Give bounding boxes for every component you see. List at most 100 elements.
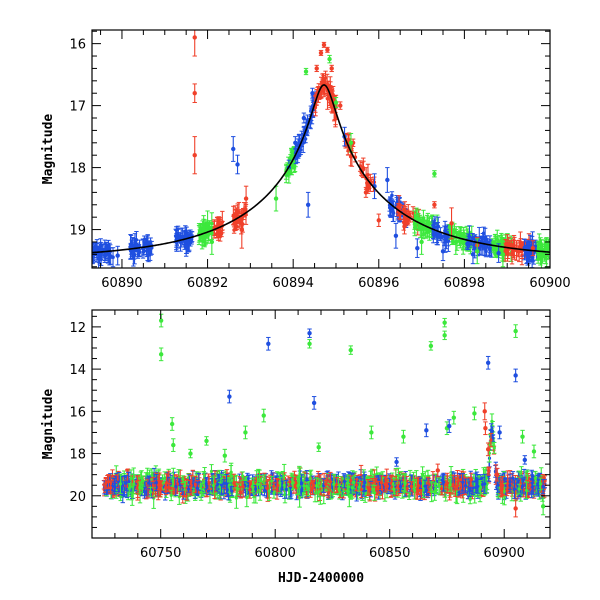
top-series-1-point bbox=[338, 103, 343, 108]
top-cluster-10-point bbox=[391, 211, 396, 216]
top-cluster-7-point bbox=[294, 156, 298, 161]
bottom-band-point bbox=[209, 469, 214, 474]
top-cluster-10-point bbox=[390, 193, 394, 198]
top-panel-frame bbox=[91, 29, 551, 269]
top-cluster-1-point bbox=[131, 254, 136, 259]
top-cluster-19-point bbox=[546, 245, 550, 250]
top-series-0-point bbox=[115, 253, 120, 258]
top-cluster-3-point bbox=[201, 227, 206, 232]
top-cluster-11-point bbox=[411, 211, 415, 216]
top-panel-ticks: 60890 60892 60894 60896 60898 60900 16 17 18 19 bbox=[69, 30, 571, 291]
top-cluster-9-point bbox=[366, 173, 370, 177]
top-series-2-point bbox=[432, 171, 437, 176]
top-panel-points bbox=[92, 30, 550, 268]
top-cluster-14-point bbox=[458, 238, 462, 243]
top-x-tick-label: 60896 bbox=[358, 276, 399, 291]
top-cluster-10-point bbox=[389, 206, 393, 210]
top-series-1-point bbox=[192, 91, 197, 96]
top-cluster-0-point bbox=[98, 242, 103, 247]
top-x-tick-label: 60890 bbox=[101, 276, 142, 291]
top-cluster-8-point bbox=[322, 87, 326, 91]
top-series-0-point bbox=[305, 202, 311, 207]
top-cluster-16-point bbox=[491, 240, 495, 245]
top-series-2-point bbox=[303, 69, 309, 74]
bottom-panel-points bbox=[101, 313, 548, 518]
top-cluster-7-point bbox=[298, 148, 303, 152]
top-cluster-12-point bbox=[412, 225, 417, 230]
top-cluster-11-point bbox=[401, 208, 406, 212]
top-series-1-point bbox=[243, 196, 249, 201]
top-x-tick-label: 60900 bbox=[529, 276, 570, 291]
top-panel-ylabel: Magnitude bbox=[41, 114, 56, 185]
top-cluster-5-point bbox=[233, 212, 237, 216]
top-cluster-13-point bbox=[437, 234, 442, 239]
top-cluster-8-point bbox=[320, 81, 325, 85]
top-series-0-point bbox=[310, 91, 315, 96]
top-series-2-point bbox=[327, 56, 332, 62]
top-series-2-point bbox=[286, 171, 292, 176]
top-cluster-3-point bbox=[210, 221, 214, 226]
top-series-1-point bbox=[432, 202, 437, 207]
top-cluster-9-point bbox=[361, 167, 366, 172]
top-series-2-point bbox=[539, 253, 544, 258]
top-series-1-point bbox=[321, 42, 327, 48]
top-cluster-2-point bbox=[180, 234, 185, 239]
top-series-2-point bbox=[209, 239, 215, 245]
top-cluster-0-point bbox=[98, 247, 103, 252]
top-series-0-point bbox=[183, 244, 189, 250]
top-panel-model bbox=[91, 84, 551, 254]
top-series-2-point bbox=[348, 140, 354, 146]
top-cluster-7-point bbox=[303, 137, 308, 141]
top-y-tick-label: 18 bbox=[69, 162, 86, 177]
top-cluster-16-point bbox=[495, 237, 500, 242]
top-series-0-point bbox=[385, 177, 390, 183]
top-series-1-point bbox=[402, 224, 407, 229]
top-series-1-point bbox=[325, 47, 330, 53]
top-cluster-14-point bbox=[447, 225, 452, 230]
top-x-tick-label: 60898 bbox=[444, 276, 485, 291]
top-series-1-point bbox=[449, 221, 454, 226]
top-cluster-2-point bbox=[174, 235, 179, 240]
top-series-2-point bbox=[453, 239, 459, 245]
top-series-1-point bbox=[318, 50, 324, 56]
top-x-tick-label: 60894 bbox=[272, 276, 313, 291]
top-series-0-point bbox=[293, 140, 298, 146]
top-series-0-point bbox=[235, 162, 240, 167]
top-cluster-2-point bbox=[178, 240, 183, 245]
top-series-2-point bbox=[205, 221, 210, 226]
top-cluster-8-point bbox=[323, 76, 328, 80]
top-cluster-18-point bbox=[522, 245, 527, 250]
top-series-1-point bbox=[192, 35, 197, 40]
top-x-tick-label: 60892 bbox=[187, 276, 228, 291]
top-cluster-1-point bbox=[141, 250, 146, 254]
top-series-0-point bbox=[393, 233, 399, 238]
top-cluster-0-point bbox=[92, 255, 95, 259]
top-series-1-point bbox=[530, 245, 536, 251]
top-cluster-12-point bbox=[413, 215, 418, 219]
top-series-1-point bbox=[192, 152, 197, 158]
top-cluster-15-point bbox=[484, 245, 489, 249]
top-y-tick-label: 17 bbox=[69, 100, 86, 115]
top-series-2-point bbox=[500, 252, 506, 257]
top-series-0-point bbox=[231, 146, 236, 152]
top-series-0-point bbox=[440, 249, 446, 254]
top-cluster-0-point bbox=[99, 257, 103, 262]
top-series-2-point bbox=[475, 249, 480, 254]
top-series-2-point bbox=[333, 100, 339, 105]
top-cluster-17-point bbox=[516, 249, 521, 254]
top-series-0-point bbox=[415, 245, 420, 251]
model-curve bbox=[91, 84, 551, 254]
top-panel: 60890 60892 60894 60896 60898 60900 16 17 18 19 M… bbox=[41, 29, 571, 291]
top-series-1-point bbox=[363, 190, 369, 195]
top-cluster-17-point bbox=[507, 243, 511, 247]
top-cluster-15-point bbox=[465, 241, 469, 246]
top-cluster-5-point bbox=[235, 210, 240, 214]
bottom-band-point bbox=[468, 497, 472, 501]
top-y-tick-label: 16 bbox=[69, 38, 86, 53]
top-series-1-point bbox=[376, 218, 381, 223]
top-series-2-point bbox=[419, 239, 424, 245]
top-cluster-4-point bbox=[217, 223, 222, 227]
top-series-1-point bbox=[314, 66, 319, 71]
